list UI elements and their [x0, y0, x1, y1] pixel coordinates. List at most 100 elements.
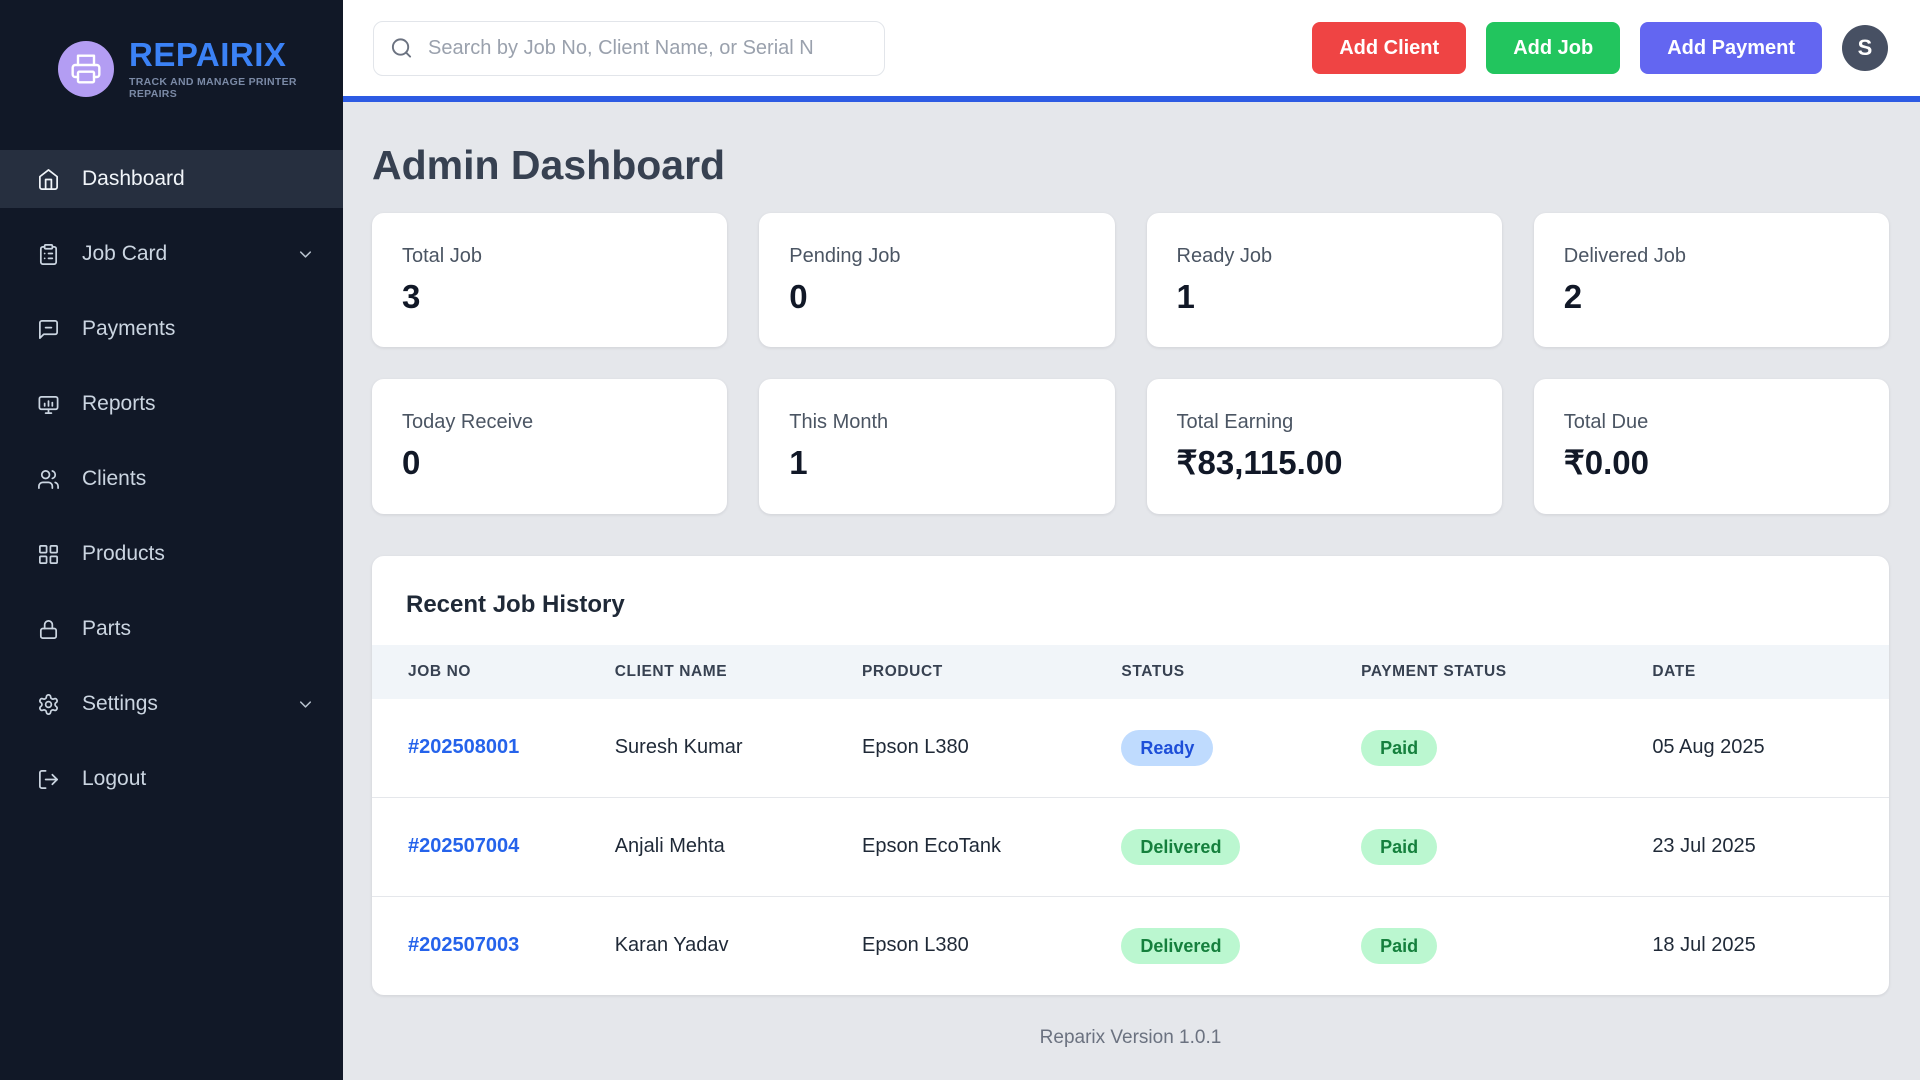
stat-card-this-month: This Month 1 — [759, 379, 1115, 514]
col-header-product: PRODUCT — [861, 644, 1122, 699]
sidebar-nav: Dashboard Job Card Payments Reports Clie… — [0, 150, 343, 808]
sidebar-item-dashboard[interactable]: Dashboard — [0, 150, 343, 208]
panel-title: Recent Job History — [406, 590, 625, 618]
search-input[interactable] — [373, 20, 885, 76]
sidebar-item-payments[interactable]: Payments — [0, 300, 343, 358]
sidebar-item-logout[interactable]: Logout — [0, 750, 343, 808]
stat-card-pending-job: Pending Job 0 — [759, 213, 1115, 348]
stat-value: 1 — [789, 444, 808, 482]
lock-icon — [39, 619, 58, 639]
sidebar: REPAIRIX TRACK AND MANAGE PRINTER REPAIR… — [0, 0, 343, 1080]
stat-label: Today Receive — [402, 411, 534, 434]
chart-icon — [38, 395, 59, 414]
gear-icon — [39, 693, 58, 715]
stat-value: 3 — [402, 278, 421, 315]
stat-card-total-job: Total Job 3 — [372, 213, 728, 348]
stat-card-ready-job: Ready Job 1 — [1146, 213, 1502, 348]
logout-icon — [39, 769, 58, 789]
stat-value: 1 — [1176, 278, 1195, 315]
search-icon — [391, 38, 412, 58]
job-history-table: JOB NO CLIENT NAME PRODUCT STATUS PAYMEN… — [372, 644, 1889, 995]
home-icon — [39, 168, 58, 190]
col-header-date: DATE — [1652, 644, 1889, 699]
users-icon — [38, 469, 59, 489]
table-row: #202507004 Anjali Mehta Epson EcoTank De… — [372, 797, 1889, 897]
product-cell: Epson L380 — [861, 934, 969, 957]
status-badge: Delivered — [1121, 828, 1241, 865]
stat-value: ₹0.00 — [1563, 444, 1649, 482]
brand-tagline: TRACK AND MANAGE PRINTER REPAIRS — [129, 76, 297, 100]
printer-logo-icon — [58, 41, 114, 97]
job-number-link[interactable]: #202508001 — [408, 736, 520, 759]
sidebar-item-job-card[interactable]: Job Card — [0, 225, 343, 283]
sidebar-item-products[interactable]: Products — [0, 525, 343, 583]
date-cell: 05 Aug 2025 — [1652, 736, 1765, 759]
stat-card-total-due: Total Due ₹0.00 — [1533, 379, 1889, 514]
add-job-button[interactable]: Add Job — [1486, 22, 1621, 74]
sidebar-item-label: Settings — [82, 692, 158, 715]
sidebar-item-label: Dashboard — [82, 167, 185, 190]
brand-name: REPAIRIX — [129, 36, 287, 73]
job-number-link[interactable]: #202507003 — [408, 934, 520, 957]
product-cell: Epson EcoTank — [861, 835, 1001, 858]
search-box — [373, 20, 885, 76]
page-title: Admin Dashboard — [372, 142, 726, 188]
sidebar-item-parts[interactable]: Parts — [0, 600, 343, 658]
add-payment-button[interactable]: Add Payment — [1640, 22, 1822, 74]
sidebar-item-reports[interactable]: Reports — [0, 375, 343, 433]
chevron-down-icon — [299, 250, 312, 258]
sidebar-item-label: Parts — [82, 617, 132, 640]
app-version-text: Reparix Version 1.0.1 — [1039, 1026, 1222, 1048]
col-header-status: STATUS — [1121, 644, 1362, 699]
stat-value: 0 — [789, 278, 808, 315]
sidebar-item-label: Clients — [82, 467, 147, 490]
stat-label: This Month — [789, 411, 889, 434]
stat-label: Total Earning — [1176, 411, 1294, 434]
table-body: #202508001 Suresh Kumar Epson L380 Ready… — [372, 699, 1889, 995]
stat-label: Pending Job — [789, 245, 901, 267]
stat-card-total-earning: Total Earning ₹83,115.00 — [1146, 379, 1502, 514]
brand-logo: REPAIRIX TRACK AND MANAGE PRINTER REPAIR… — [0, 0, 343, 140]
stat-card-today-receive: Today Receive 0 — [372, 379, 728, 514]
status-badge: Delivered — [1121, 927, 1241, 964]
recent-job-history-panel: Recent Job History JOB NO CLIENT NAME PR… — [372, 555, 1889, 995]
client-name-cell: Anjali Mehta — [614, 835, 725, 858]
client-name-cell: Karan Yadav — [614, 934, 729, 957]
stat-cards-grid: Total Job 3 Pending Job 0 Ready Job 1 De… — [372, 213, 1889, 514]
date-cell: 23 Jul 2025 — [1652, 835, 1756, 858]
brand-text: REPAIRIX TRACK AND MANAGE PRINTER REPAIR… — [129, 38, 323, 100]
sidebar-item-settings[interactable]: Settings — [0, 675, 343, 733]
avatar[interactable]: S — [1842, 25, 1888, 71]
payment-status-badge: Paid — [1361, 729, 1438, 766]
grid-icon — [39, 544, 58, 564]
stat-label: Ready Job — [1176, 245, 1273, 267]
job-number-link[interactable]: #202507004 — [408, 835, 520, 858]
clipboard-icon — [39, 243, 58, 265]
product-cell: Epson L380 — [861, 736, 969, 759]
stat-value: 0 — [402, 444, 421, 482]
col-header-payment-status: PAYMENT STATUS — [1361, 644, 1653, 699]
main-area: Add Client Add Job Add Payment S Admin D… — [343, 0, 1920, 1080]
payment-status-badge: Paid — [1361, 828, 1438, 865]
table-head: JOB NO CLIENT NAME PRODUCT STATUS PAYMEN… — [372, 644, 1889, 699]
sidebar-item-label: Products — [82, 542, 165, 565]
sidebar-item-clients[interactable]: Clients — [0, 450, 343, 508]
table-row: #202508001 Suresh Kumar Epson L380 Ready… — [372, 699, 1889, 798]
status-badge: Ready — [1121, 729, 1214, 766]
add-client-button[interactable]: Add Client — [1312, 22, 1467, 74]
col-header-job-no: JOB NO — [372, 644, 615, 699]
date-cell: 18 Jul 2025 — [1652, 934, 1756, 957]
chevron-down-icon — [299, 700, 312, 708]
table-row: #202507003 Karan Yadav Epson L380 Delive… — [372, 896, 1889, 995]
sidebar-item-label: Logout — [82, 767, 147, 790]
stat-label: Total Due — [1563, 411, 1649, 434]
client-name-cell: Suresh Kumar — [614, 736, 743, 759]
stat-value: 2 — [1563, 278, 1583, 315]
dashboard-content: Admin Dashboard Total Job 3 Pending Job … — [343, 102, 1920, 1080]
header-actions: Add Client Add Job Add Payment S — [1312, 22, 1888, 74]
stat-label: Total Job — [402, 245, 483, 267]
stat-card-delivered-job: Delivered Job 2 — [1533, 213, 1889, 348]
stat-value: ₹83,115.00 — [1176, 444, 1343, 482]
sidebar-item-label: Reports — [82, 392, 156, 415]
